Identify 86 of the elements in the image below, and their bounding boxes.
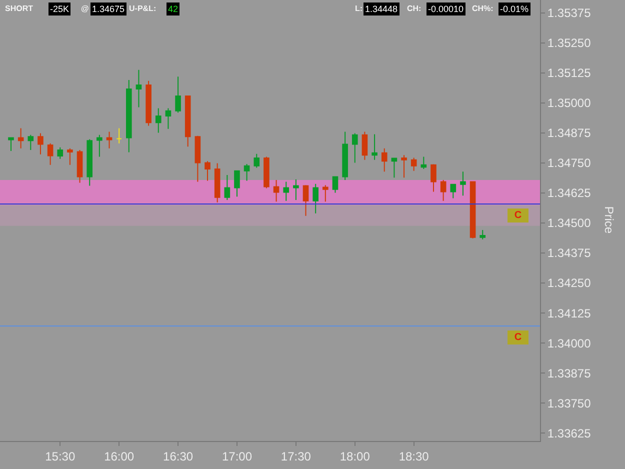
candlestick — [194, 135, 201, 182]
x-tick-label: 16:00 — [104, 449, 134, 464]
candlestick — [184, 95, 191, 148]
candlestick — [381, 148, 388, 172]
candlestick — [67, 148, 73, 166]
y-tick-label: 1.34250 — [547, 276, 592, 290]
candlestick — [332, 176, 338, 194]
candlestick — [401, 154, 407, 178]
annotation: L: — [355, 4, 363, 13]
candlestick — [38, 132, 44, 155]
y-tick-label: 1.34625 — [547, 186, 592, 200]
candlestick — [234, 170, 240, 198]
candlestick — [312, 183, 318, 214]
candlestick — [480, 229, 486, 240]
candlestick — [28, 134, 34, 151]
candlestick — [155, 108, 162, 134]
annotation: -0.00010 — [428, 4, 464, 14]
annotation: 42 — [168, 4, 178, 14]
y-tick-label: 1.34500 — [547, 216, 592, 230]
x-tick-label: 18:00 — [340, 449, 370, 464]
y-tick-label: 1.35250 — [547, 36, 592, 50]
candlestick — [57, 146, 64, 160]
candlestick — [204, 160, 210, 182]
candlestick — [460, 171, 466, 196]
annotation: 1.34675 — [92, 4, 125, 14]
annotation: SHORT — [5, 4, 34, 13]
candlestick — [47, 142, 54, 166]
candlestick — [410, 157, 417, 172]
candlestick — [450, 184, 456, 199]
y-tick-label: 1.35000 — [547, 96, 592, 110]
candlestick — [362, 131, 368, 160]
candlestick — [352, 132, 358, 164]
candlestick — [126, 79, 132, 153]
candlestick — [342, 131, 348, 181]
candlestick — [244, 163, 250, 182]
y-tick-label: 1.35375 — [547, 6, 592, 20]
annotation: @ — [81, 4, 89, 13]
candlestick — [8, 137, 14, 152]
candlestick — [175, 76, 181, 114]
annotation: -0.01% — [500, 4, 529, 14]
annotation: CH%: — [472, 4, 494, 13]
candlestick — [96, 134, 102, 158]
candlestick — [302, 184, 309, 216]
x-tick-label: 17:30 — [280, 449, 312, 464]
y-tick-label: 1.34750 — [547, 156, 592, 170]
candlestick — [430, 164, 436, 192]
y-axis-title: Price — [602, 206, 616, 234]
annotation: CH: — [407, 4, 422, 13]
y-tick-label: 1.35125 — [547, 66, 592, 80]
annotation: U-P&L: — [129, 4, 156, 13]
candlestick — [76, 150, 83, 184]
y-tick-label: 1.34125 — [547, 306, 592, 320]
candlestick — [283, 181, 290, 202]
candlestick — [86, 138, 93, 186]
y-tick-label: 1.33625 — [547, 426, 592, 440]
candlestick — [136, 69, 142, 108]
candlestick — [165, 108, 172, 130]
annotation: -25K — [50, 4, 70, 14]
candlestick — [420, 156, 427, 170]
x-tick-label: 16:30 — [163, 449, 194, 464]
y-tick-label: 1.33750 — [547, 396, 592, 410]
ref-line-label: C — [514, 332, 522, 343]
annotation: 1.34448 — [365, 4, 398, 14]
x-tick-label: 17:00 — [222, 449, 252, 464]
candlestick — [440, 180, 446, 202]
x-tick-label: 15:30 — [45, 449, 76, 464]
y-tick-label: 1.34375 — [547, 246, 592, 260]
candlestick — [264, 156, 270, 189]
y-tick-label: 1.34875 — [547, 126, 592, 140]
x-tick-label: 18:30 — [398, 449, 430, 464]
candlestick — [214, 162, 220, 203]
candlestick — [372, 134, 378, 160]
candlestick — [18, 128, 24, 149]
y-tick-label: 1.33875 — [547, 366, 592, 380]
y-tick-label: 1.34000 — [547, 336, 592, 350]
candlestick — [224, 174, 230, 200]
candlestick — [273, 180, 280, 202]
candlestick — [322, 184, 328, 202]
candlestick — [254, 153, 260, 168]
candlestick — [293, 178, 299, 200]
ref-line-label: C — [514, 210, 522, 221]
candlestick — [116, 128, 122, 144]
candlestick — [391, 158, 398, 178]
candlestick — [106, 131, 112, 149]
candlestick — [146, 80, 152, 126]
candlestick — [470, 181, 476, 239]
